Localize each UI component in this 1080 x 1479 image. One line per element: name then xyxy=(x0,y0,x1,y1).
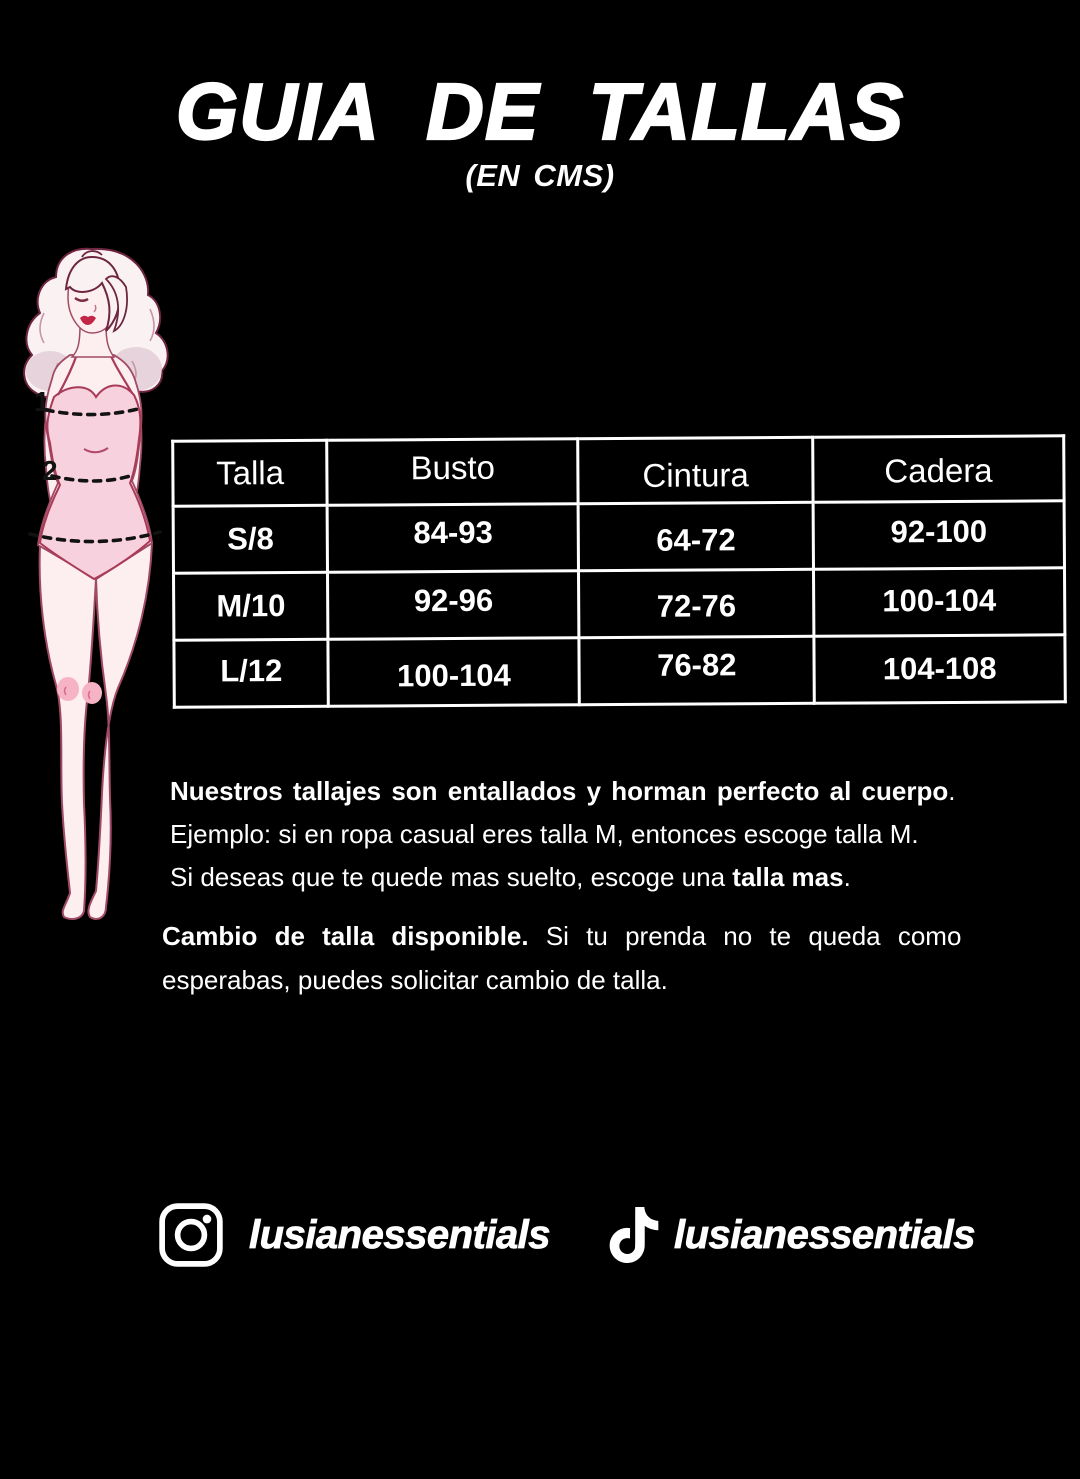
hip-measure-line xyxy=(28,530,162,544)
lips xyxy=(80,315,96,325)
size-chart-table: Talla Busto Cintura Cadera S/8 84-93 64-… xyxy=(171,434,1067,708)
cintura-cell: 64-72 xyxy=(656,522,736,558)
measurement-lines xyxy=(28,406,162,544)
page-title: GUIA DE TALLAS xyxy=(175,67,905,156)
cintura-cell: 72-76 xyxy=(656,588,737,624)
fit-note-line3: Si deseas que te quede mas suelto, escog… xyxy=(170,856,955,899)
cadera-cell: 92-100 xyxy=(890,513,988,550)
exchange-note: Cambio de talla disponible. Si tu prenda… xyxy=(162,914,961,1002)
exchange-note-line1: Cambio de talla disponible. Si tu prenda… xyxy=(162,914,961,958)
bust-measure-line xyxy=(44,406,144,417)
instagram-icon xyxy=(159,1203,223,1267)
table-row: L/12 100-104 76-82 104-108 xyxy=(173,634,1066,708)
cintura-cell: 76-82 xyxy=(657,647,737,683)
cadera-cell: 100-104 xyxy=(882,582,997,619)
nose-line xyxy=(93,304,97,313)
woman-figure-svg: 1 2 xyxy=(23,247,169,920)
waist-measure-line xyxy=(50,474,132,483)
exchange-note-line1-rest: Si tu prenda no te queda como xyxy=(528,921,962,951)
fit-note-line3-tail: . xyxy=(843,862,851,892)
closed-eye xyxy=(74,296,89,302)
page-subtitle: (EN CMS) xyxy=(465,158,615,193)
col-header-cintura: Cintura xyxy=(642,456,749,494)
size-chart-header: Talla Busto Cintura Cadera xyxy=(172,435,1065,507)
col-header-busto: Busto xyxy=(410,448,496,487)
exchange-note-line2: esperabas, puedes solicitar cambio de ta… xyxy=(162,965,668,995)
busto-cell: 84-93 xyxy=(413,514,493,551)
hair-side-lock xyxy=(104,275,128,333)
size-cell: S/8 xyxy=(227,521,274,557)
exchange-note-line1-bold: Cambio de talla disponible. xyxy=(162,921,529,951)
fit-note-line1-bold: Nuestros tallajes son entallados y horma… xyxy=(170,776,949,806)
col-header-cadera: Cadera xyxy=(884,451,993,490)
left-leg xyxy=(38,543,98,920)
tiktok-handle[interactable]: lusianessentials xyxy=(674,1212,976,1257)
busto-cell: 100-104 xyxy=(396,657,511,694)
belly-line xyxy=(83,447,109,454)
tiktok-link[interactable]: lusianessentials xyxy=(606,1196,976,1274)
fit-note-line2: Ejemplo: si en ropa casual eres talla M,… xyxy=(170,819,919,849)
fit-note-line3-bold: talla mas xyxy=(732,862,844,892)
bust-measure-label: 1 xyxy=(34,386,50,417)
right-leg xyxy=(87,541,154,920)
knee-blush xyxy=(57,677,102,704)
instagram-handle[interactable]: lusianessentials xyxy=(249,1212,551,1257)
size-cell: L/12 xyxy=(220,653,283,689)
cadera-cell: 104-108 xyxy=(882,650,997,687)
table-row: Talla Busto Cintura Cadera xyxy=(172,435,1065,507)
fit-note-line1-tail: . xyxy=(948,776,956,806)
instagram-link[interactable]: lusianessentials xyxy=(158,1196,551,1274)
hair-front xyxy=(64,255,122,332)
legs xyxy=(38,541,154,920)
col-header-talla: Talla xyxy=(216,454,285,492)
neck xyxy=(70,324,116,358)
fit-note-line3-start: Si deseas que te quede mas suelto, escog… xyxy=(170,862,733,892)
header: GUIA DE TALLAS (EN CMS) xyxy=(0,67,1080,194)
hair-top-curl xyxy=(81,250,103,258)
body-measurement-illustration: 1 2 xyxy=(10,243,172,935)
size-cell: M/10 xyxy=(216,588,286,624)
busto-cell: 92-96 xyxy=(413,582,494,619)
table-row: M/10 92-96 72-76 100-104 xyxy=(173,567,1065,641)
waist-measure-label: 2 xyxy=(42,455,58,486)
fit-note: Nuestros tallajes son entallados y horma… xyxy=(170,770,955,899)
fit-note-line1: Nuestros tallajes son entallados y horma… xyxy=(170,770,955,813)
tiktok-icon xyxy=(609,1207,659,1264)
table-row: S/8 84-93 64-72 92-100 xyxy=(173,500,1065,574)
